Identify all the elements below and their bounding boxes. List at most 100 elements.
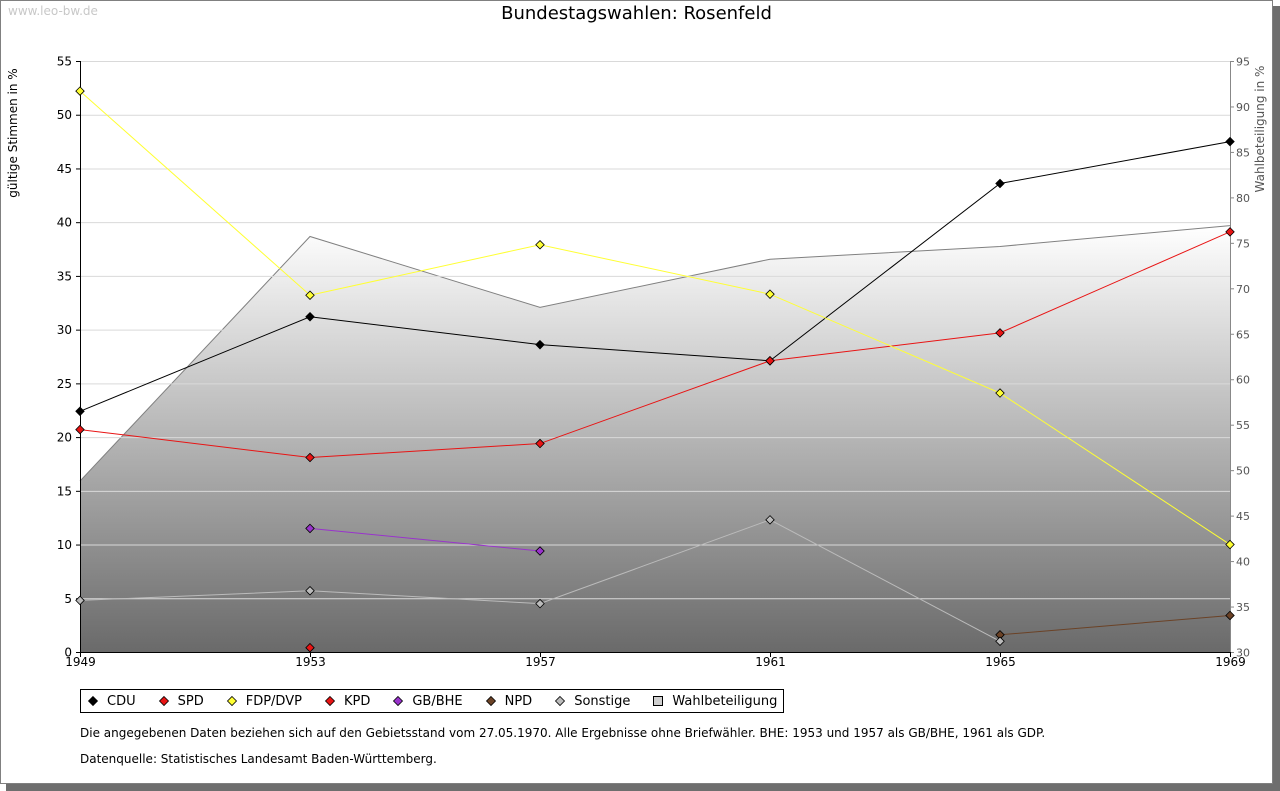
legend-marker-cdu: [87, 695, 99, 707]
legend-item-kpd: KPD: [324, 694, 370, 709]
legend-item-npd: NPD: [485, 693, 533, 709]
y2-tick-label: 80: [1236, 192, 1250, 205]
y2-tick-label: 95: [1236, 56, 1250, 69]
note-source: Datenquelle: Statistisches Landesamt Bad…: [80, 752, 437, 766]
legend-item-fdp-dvp: FDP/DVP: [226, 694, 302, 709]
y-tick-label: 25: [57, 377, 72, 391]
data-point-cdu: [1225, 136, 1235, 147]
y-tick-label: 55: [57, 55, 72, 69]
y-tick-label: 30: [57, 323, 72, 337]
y-tick-label: 50: [57, 108, 72, 122]
legend-label-spd: SPD: [177, 693, 204, 709]
y-tick-label: 45: [57, 162, 72, 176]
legend-marker-spd: [158, 695, 169, 707]
data-point-spd: [535, 438, 545, 449]
y2-tick-label: 30: [1236, 647, 1250, 660]
y2-tick-label: 50: [1236, 465, 1250, 478]
legend-label-cdu: CDU: [107, 693, 136, 709]
y-tick-label: 40: [57, 216, 72, 230]
legend-item-sonstige: Sonstige: [554, 694, 630, 709]
data-point-gb-bhe: [305, 523, 315, 534]
data-point-npd: [1225, 610, 1235, 621]
data-point-fdp-dvp: [535, 239, 545, 250]
legend-marker-sonstige: [555, 695, 566, 707]
data-point-gb-bhe: [535, 546, 545, 556]
legend-marker-fdp-dvp: [226, 695, 237, 707]
note-territory: Die angegebenen Daten beziehen sich auf …: [80, 726, 1046, 740]
data-point-cdu: [995, 178, 1005, 189]
legend-label-gb-bhe: GB/BHE: [412, 693, 463, 709]
legend-label-kpd: KPD: [343, 693, 371, 709]
y2-tick-label: 70: [1236, 283, 1250, 296]
y-tick-label: 35: [57, 269, 72, 283]
data-point-fdp-dvp: [1225, 539, 1235, 550]
y-tick-label: 5: [64, 592, 72, 606]
y2-tick-label: 65: [1236, 328, 1250, 341]
legend-item-spd: SPD: [158, 694, 204, 709]
legend: CDU SPD FDP/DVP KPD GB/BHE NPD Sonstige Wahlbet…: [80, 689, 785, 713]
data-point-fdp-dvp: [75, 86, 85, 96]
series-line-npd: [999, 614, 1231, 636]
data-point-spd: [765, 356, 775, 366]
data-point-spd: [995, 328, 1005, 338]
data-point-sonstige: [995, 636, 1005, 647]
legend-label-wahlbeteiligung: Wahlbeteiligung: [672, 693, 778, 709]
legend-item-cdu: CDU: [87, 694, 136, 709]
legend-label-sonstige: Sonstige: [574, 693, 631, 709]
y2-tick-label: 40: [1236, 556, 1250, 569]
legend-item-gb-bhe: GB/BHE: [392, 693, 463, 709]
y2-tick-label: 60: [1236, 374, 1250, 387]
series-line-spd: [79, 231, 1231, 459]
legend-label-fdp-dvp: FDP/DVP: [245, 693, 302, 709]
x-tick-label: 1953: [295, 655, 326, 669]
y2-axis-label: Wahlbeteiligung in %: [1253, 66, 1267, 193]
y-axis-label: gültige Stimmen in %: [6, 68, 20, 197]
data-point-fdp-dvp: [765, 289, 775, 299]
y2-tick-label: 35: [1236, 601, 1250, 614]
data-point-spd: [1225, 227, 1235, 237]
data-point-spd: [75, 424, 85, 435]
legend-marker-npd: [485, 695, 496, 707]
y-tick-label: 10: [57, 538, 72, 552]
data-point-fdp-dvp: [995, 388, 1005, 398]
y2-tick-label: 75: [1236, 237, 1250, 250]
series-line-gb-bhe: [309, 527, 541, 552]
grid-layer: [80, 61, 1230, 600]
legend-item-wahlbeteiligung: Wahlbeteiligung: [652, 694, 777, 709]
legend-marker-gb-bhe: [393, 695, 404, 707]
y2-tick-label: 85: [1236, 146, 1250, 159]
legend-marker-kpd: [324, 695, 336, 707]
x-tick-label: 1949: [65, 655, 96, 669]
data-point-kpd: [305, 642, 315, 653]
legend-marker-wahlbeteiligung: [653, 696, 664, 706]
turnout-area-layer: [79, 225, 1231, 652]
turnout-line: [79, 225, 1231, 482]
data-point-cdu: [75, 406, 85, 417]
x-tick-label: 1969: [1215, 655, 1246, 669]
data-point-sonstige: [765, 515, 775, 525]
legend-label-npd: NPD: [504, 693, 533, 709]
y2-tick-label: 55: [1236, 419, 1250, 432]
series-layer: [75, 86, 1235, 653]
series-line-cdu: [79, 141, 1231, 412]
y2-tick-label: 90: [1236, 101, 1250, 114]
x-tick-label: 1961: [755, 655, 786, 669]
data-point-spd: [305, 452, 315, 463]
data-point-sonstige: [75, 595, 85, 606]
x-tick-label: 1965: [985, 655, 1016, 669]
y-tick-label: 0: [64, 646, 72, 660]
y-tick-label: 20: [57, 431, 72, 445]
data-point-fdp-dvp: [305, 290, 315, 301]
series-line-fdp-dvp: [79, 90, 1231, 545]
data-point-cdu: [535, 339, 545, 350]
x-tick-label: 1957: [525, 655, 556, 669]
data-point-cdu: [305, 311, 315, 322]
chart-title: Bundestagswahlen: Rosenfeld: [501, 3, 772, 24]
y-tick-label: 15: [57, 484, 72, 498]
axes-layer: 0 5 10 15 20 25 30 35 40 45 50 55 30 35 40 45 50 55 60 65 70…: [57, 55, 1250, 670]
y2-tick-label: 45: [1236, 510, 1250, 523]
data-point-sonstige: [305, 585, 315, 596]
data-point-sonstige: [535, 598, 545, 609]
turnout-area: [80, 225, 1230, 652]
